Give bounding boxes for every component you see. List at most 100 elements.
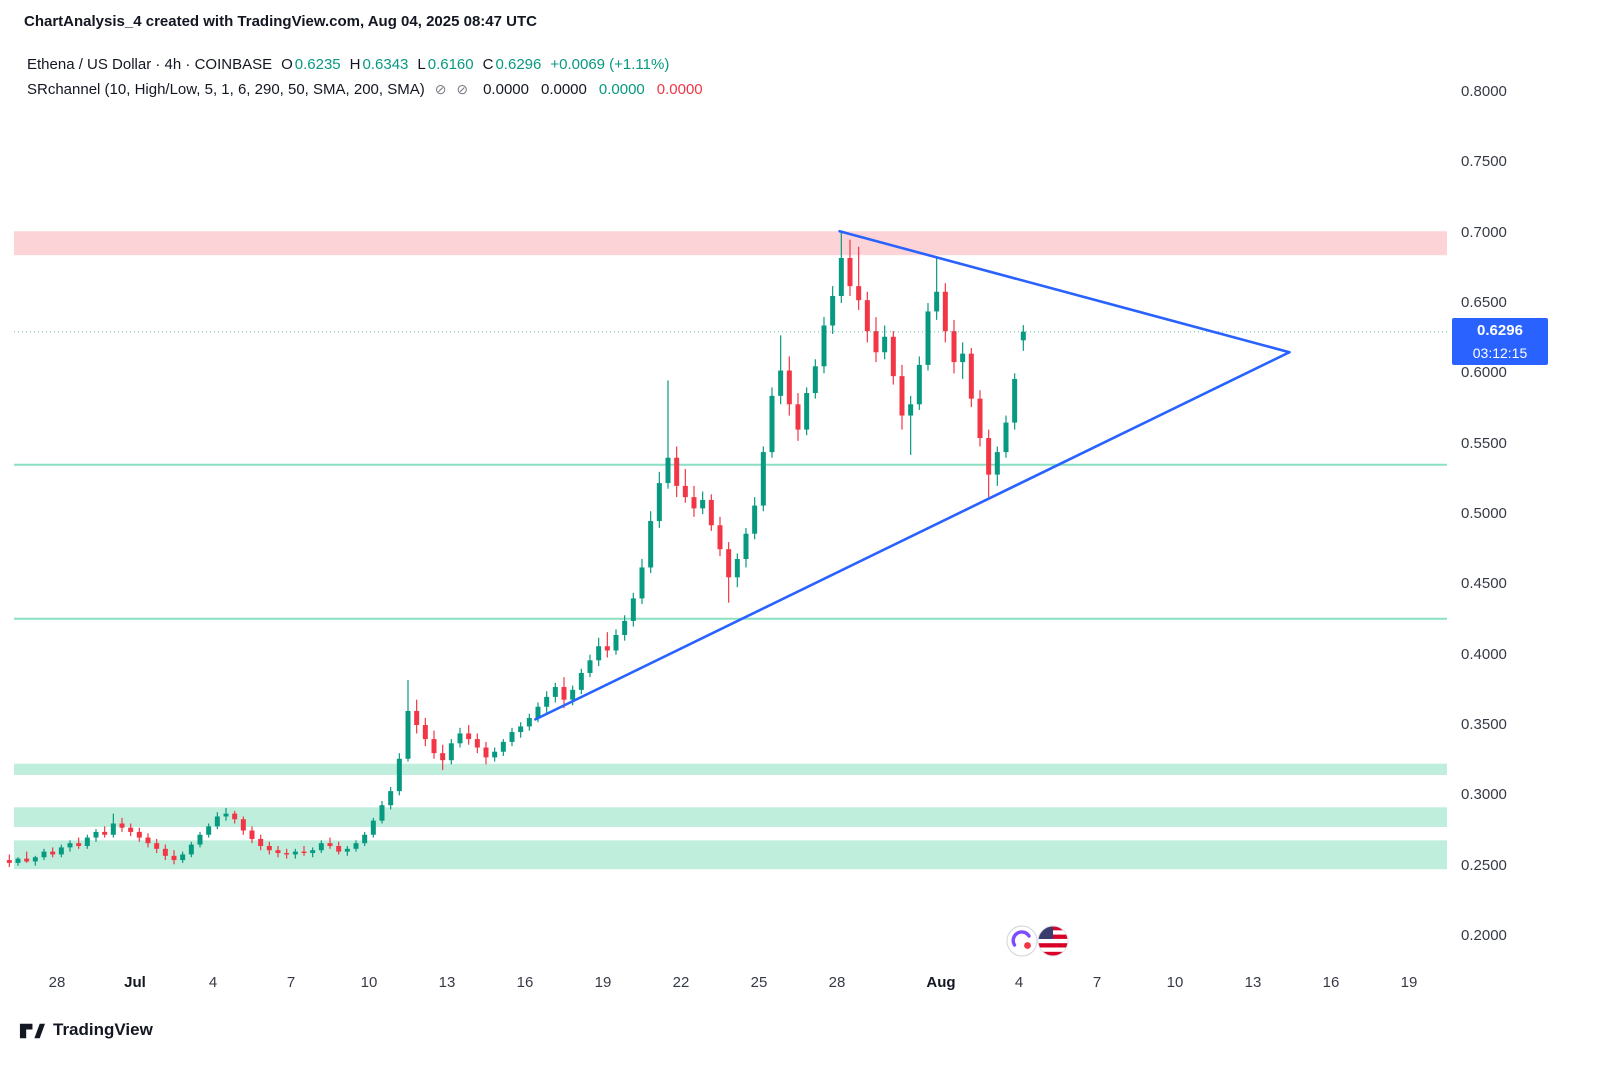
ohlc-value: 0.6296 (495, 56, 542, 73)
price-tick-label: 0.6500 (1461, 294, 1507, 311)
candle (1012, 373, 1018, 430)
candle (890, 331, 896, 385)
candle (682, 468, 688, 503)
candle (812, 359, 818, 399)
candle (596, 637, 602, 666)
candle (93, 829, 99, 842)
candle (405, 680, 411, 762)
candle (206, 823, 212, 838)
indicator-value: 0.0000 (598, 81, 645, 98)
candle (708, 494, 714, 531)
candle (24, 851, 30, 863)
time-tick-label: 19 (1400, 974, 1418, 991)
candle (180, 851, 186, 863)
ohlc-value: 0.6235 (294, 56, 341, 73)
candle (795, 393, 801, 441)
candle (908, 395, 914, 455)
price-tick-label: 0.5500 (1461, 434, 1507, 452)
candle (509, 727, 515, 747)
candle (379, 800, 385, 824)
time-tick-label: 25 (750, 974, 768, 991)
tradingview-attribution[interactable]: TradingView (18, 1014, 153, 1046)
candle (310, 847, 316, 858)
indicator-legend-row[interactable]: SRchannel (10, High/Low, 5, 1, 6, 290, 5… (27, 77, 703, 102)
candle (266, 841, 272, 855)
candle (578, 668, 584, 695)
candle (934, 257, 940, 320)
candle (977, 390, 983, 447)
triangle-upper-trendline[interactable] (838, 229, 1291, 354)
candle (128, 823, 134, 837)
candlestick-series (6, 231, 1026, 868)
triangle-lower-trendline[interactable] (534, 350, 1291, 721)
price-tick-label: 0.2000 (1461, 927, 1507, 945)
candle (769, 387, 775, 458)
candle (171, 850, 177, 865)
candle (856, 246, 862, 311)
price-tick-label: 0.5000 (1461, 505, 1507, 522)
candle (674, 446, 680, 498)
candle (656, 471, 662, 529)
time-tick-label: 16 (1322, 974, 1340, 991)
candle (587, 654, 593, 678)
candle (41, 848, 47, 861)
candle (1003, 415, 1009, 458)
candle (899, 364, 905, 430)
candle (639, 559, 645, 605)
candle (665, 380, 671, 489)
candle (734, 553, 740, 588)
candle (431, 730, 437, 759)
candle (960, 342, 966, 379)
candle (188, 841, 194, 858)
candle (240, 816, 246, 835)
candle (84, 834, 90, 849)
candle (15, 857, 21, 866)
candle (830, 286, 836, 334)
candle (942, 283, 948, 343)
symbol-title: Ethena / US Dollar · 4h · COINBASE (27, 56, 273, 73)
time-axis[interactable]: 28 Jul 4 7 10 13 16 19 22 25 28 Aug 4 7 10 13 16 19 (0, 968, 1450, 1002)
support-zone (14, 807, 1447, 828)
candle (968, 348, 974, 408)
candle (838, 231, 844, 304)
time-tick-label: 28 (48, 974, 66, 991)
sr-zones (14, 231, 1447, 870)
price-tick-label: 0.8000 (1461, 83, 1507, 100)
candle (292, 848, 298, 859)
candle (119, 817, 125, 832)
support-zone (14, 840, 1447, 870)
candle (743, 528, 749, 568)
indicator-value: 0.0000 (656, 81, 703, 98)
candle (1020, 325, 1026, 351)
candle (50, 847, 56, 858)
candle (552, 682, 558, 703)
ohlc-key: O (281, 56, 293, 73)
time-tick-label: 13 (438, 974, 456, 991)
candle (864, 291, 870, 343)
candle (717, 516, 723, 557)
ohlc-value: 0.6343 (362, 56, 409, 73)
candle (760, 446, 766, 512)
candle (847, 239, 853, 296)
support-zone (14, 763, 1447, 775)
candle (76, 837, 82, 849)
candle (778, 335, 784, 405)
symbol-legend-row[interactable]: Ethena / US Dollar · 4h · COINBASE O 0.623… (27, 52, 703, 77)
candle (110, 813, 116, 838)
candle (258, 834, 264, 851)
indicator-values: 0.0000 0.0000 0.0000 0.0000 (471, 81, 703, 98)
time-tick-label: 22 (672, 974, 690, 991)
candle (318, 840, 324, 854)
price-axis[interactable]: 0.8000 0.7500 0.7000 0.6500 0.6000 0.5500 0.50… (1452, 0, 1600, 1040)
candle (916, 356, 922, 410)
symbol-logos (1006, 925, 1070, 957)
ohlc-key: H (349, 56, 361, 73)
candle (518, 722, 524, 738)
tradingview-logo-icon (19, 1023, 45, 1038)
candle (994, 446, 1000, 486)
candle (526, 713, 532, 731)
candle (214, 812, 220, 830)
candle (466, 725, 472, 745)
